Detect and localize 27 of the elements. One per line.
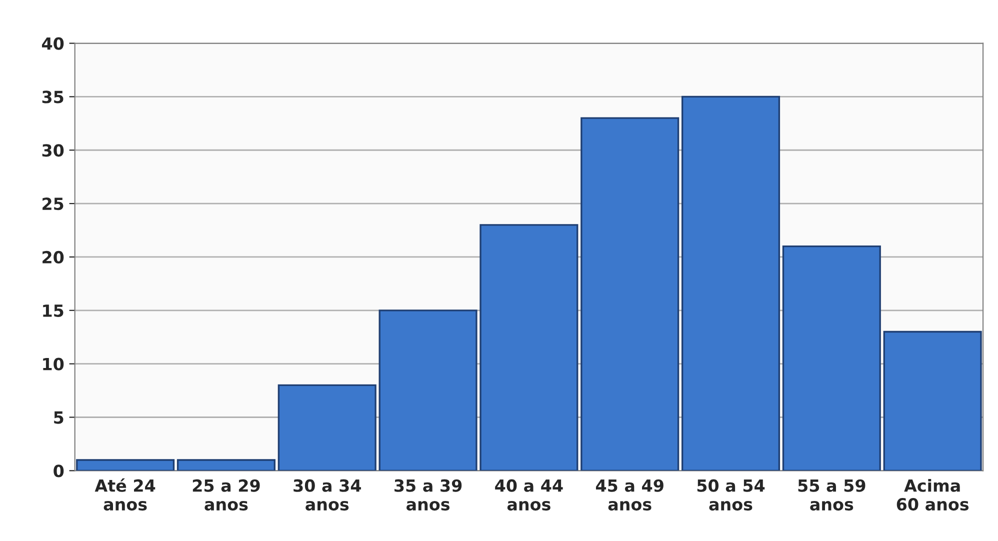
y-tick-label: 30 (42, 144, 64, 157)
y-tick-label: 5 (54, 411, 64, 424)
bar (883, 330, 982, 471)
x-tick-label: Acima 60 anos (896, 479, 969, 511)
y-tick-label: 10 (43, 358, 64, 370)
y-tick-label: 35 (42, 90, 64, 104)
bar (782, 245, 881, 471)
bar (278, 384, 376, 471)
x-tick-label: 25 a 29 anos (192, 479, 260, 511)
y-tick-label: 20 (42, 250, 64, 264)
bar (176, 459, 276, 471)
bar (480, 224, 578, 471)
x-tick-label: 55 a 59 anos (798, 479, 866, 511)
bar (76, 459, 175, 471)
x-tick-label: 45 a 49 anos (596, 479, 664, 511)
x-tick-label: 50 a 54 anos (697, 479, 765, 511)
x-tick-label: 30 a 34 anos (294, 479, 361, 511)
x-tick-label: 40 a 44 anos (495, 479, 563, 511)
y-tick-label: 0 (54, 464, 64, 478)
y-tick-label: 15 (43, 304, 64, 317)
bar (378, 310, 478, 471)
bar (681, 96, 780, 471)
y-tick-label: 25 (42, 198, 64, 210)
x-tick-label: Até 24 anos (94, 478, 156, 511)
x-tick-label: 35 a 39 anos (394, 479, 462, 511)
y-tick-label: 40 (42, 37, 64, 50)
bar (580, 117, 680, 471)
